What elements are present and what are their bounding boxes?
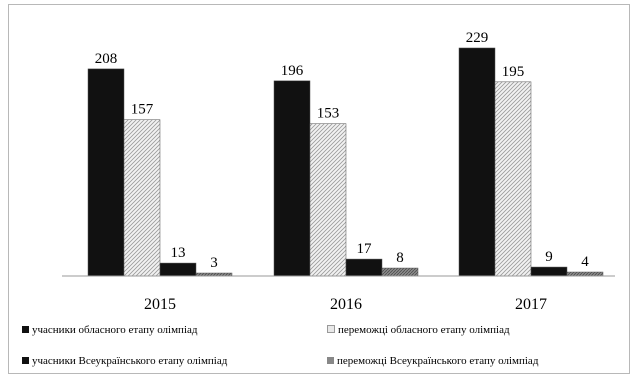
legend-label-2: переможці обласного етапу олімпіад [338, 324, 510, 336]
data-label-2015-series-2: 157 [131, 102, 154, 118]
legend-item-3: учасники Всеукраїнського етапу олімпіад [22, 355, 227, 367]
bar-2017-series-3 [530, 266, 568, 277]
legend-item-4: переможці Всеукраїнського етапу олімпіад [327, 355, 538, 367]
bar-2015-series-1 [87, 68, 125, 277]
bar-2017-series-4 [566, 271, 604, 277]
data-label-2016-series-2: 153 [317, 106, 340, 122]
legend-swatch-1 [22, 325, 29, 333]
x-tick-label-2015: 2015 [144, 296, 176, 313]
bar-2016-series-3 [345, 258, 383, 277]
bar-2015-series-3 [159, 262, 197, 277]
data-label-2015-series-4: 3 [210, 255, 218, 271]
legend-label-4: переможці Всеукраїнського етапу олімпіад [337, 355, 539, 367]
legend-swatch-3 [22, 356, 29, 364]
bar-2016-series-4 [381, 267, 419, 277]
legend-swatch-4 [327, 356, 334, 364]
legend-label-3: учасники Всеукраїнського етапу олімпіад [32, 355, 228, 367]
bar-2017-series-1 [458, 47, 496, 277]
data-label-2017-series-3: 9 [545, 249, 553, 265]
data-label-2017-series-1: 229 [466, 30, 489, 46]
x-tick-label-2016: 2016 [330, 296, 362, 313]
chart-frame [8, 4, 630, 374]
legend-item-2: переможці обласного етапу олімпіад [327, 324, 510, 336]
bar-2016-series-1 [273, 80, 311, 277]
bar-2017-series-2 [494, 81, 532, 277]
data-label-2016-series-4: 8 [396, 250, 404, 266]
data-label-2015-series-1: 208 [95, 51, 118, 67]
data-label-2017-series-4: 4 [581, 254, 589, 270]
data-label-2017-series-2: 195 [502, 64, 525, 80]
labels-layer: 208 157 13 3 2015 196 153 17 8 2016 229 195 9 4 2017 [95, 30, 590, 313]
data-label-2016-series-3: 17 [357, 241, 373, 257]
bar-2015-series-2 [123, 119, 161, 277]
legend-label-1: учасники обласного етапу олімпіад [32, 324, 198, 336]
data-label-2016-series-1: 196 [281, 63, 304, 79]
legend-swatch-2 [327, 325, 335, 334]
legend-item-1: учасники обласного етапу олімпіад [22, 324, 197, 336]
bars-layer [87, 47, 604, 277]
data-label-2015-series-3: 13 [171, 245, 186, 261]
bar-2016-series-2 [309, 123, 347, 277]
x-tick-label-2017: 2017 [515, 296, 547, 313]
